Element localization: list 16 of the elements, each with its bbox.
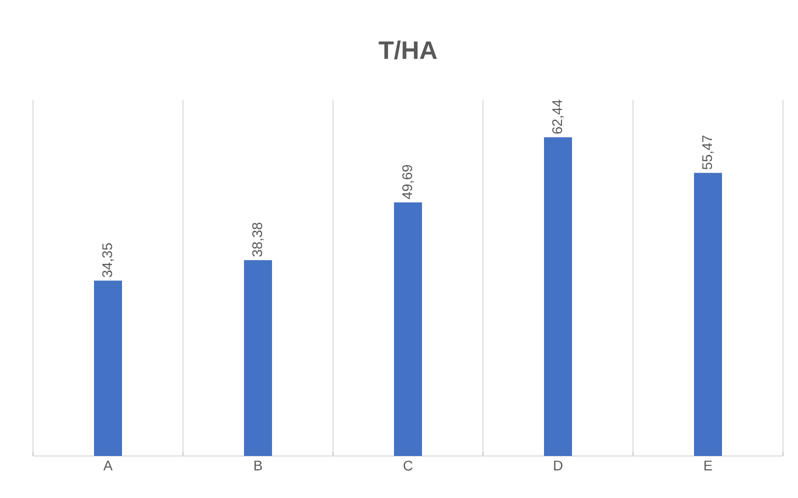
x-tick-label: B: [254, 460, 262, 470]
data-label: 55,47: [702, 136, 714, 170]
data-label: 38,38: [252, 222, 264, 257]
bar: [694, 172, 722, 456]
x-tick-label: A: [103, 460, 113, 470]
bar: [94, 280, 122, 456]
data-label: 62,44: [552, 100, 564, 134]
x-tick-label: D: [554, 460, 562, 470]
bar: [394, 202, 422, 456]
chart-title: T/HA: [378, 40, 437, 60]
data-label: 34,35: [102, 243, 114, 278]
data-label: 49,69: [402, 165, 414, 200]
x-tick-label: C: [404, 460, 413, 471]
x-tick-label: E: [704, 460, 712, 470]
bar: [544, 137, 572, 456]
bar: [244, 260, 272, 456]
